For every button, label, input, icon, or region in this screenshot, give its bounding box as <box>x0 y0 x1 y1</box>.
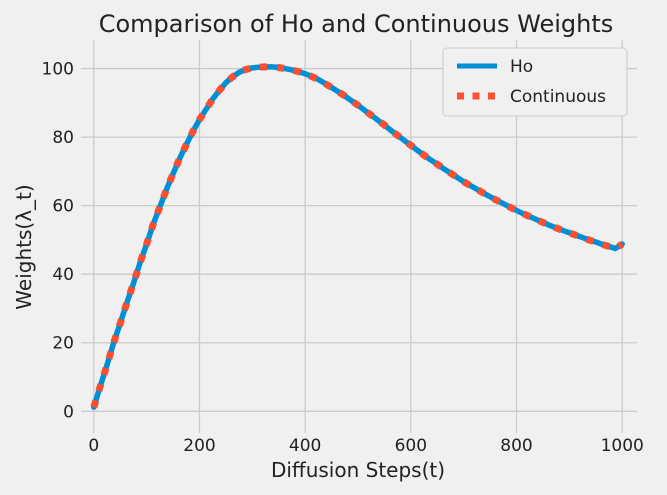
x-tick-label-0: 0 <box>88 436 99 456</box>
x-tick-label-1000: 1000 <box>601 436 644 456</box>
tick-labels: 0 200 400 600 800 1000 0 20 40 60 80 100 <box>42 60 644 456</box>
legend-label-continuous: Continuous <box>510 87 606 107</box>
x-axis-label: Diffusion Steps(t) <box>271 458 445 482</box>
legend: Ho Continuous <box>442 47 628 117</box>
grid <box>81 40 637 433</box>
legend-label-ho: Ho <box>510 57 533 77</box>
y-tick-label-80: 80 <box>52 128 74 148</box>
y-tick-label-0: 0 <box>63 402 74 422</box>
x-tick-label-600: 600 <box>395 436 427 456</box>
y-tick-label-20: 20 <box>52 334 74 354</box>
x-tick-label-400: 400 <box>289 436 321 456</box>
chart-title: Comparison of Ho and Continuous Weights <box>99 10 614 38</box>
y-axis-label: Weights(λ_t) <box>12 184 36 309</box>
y-tick-label-100: 100 <box>42 60 74 80</box>
y-tick-label-40: 40 <box>52 265 74 285</box>
series-lines <box>90 63 625 410</box>
x-tick-label-200: 200 <box>183 436 215 456</box>
y-tick-label-60: 60 <box>52 197 74 217</box>
series-line-continuous <box>90 63 625 409</box>
x-tick-label-800: 800 <box>500 436 532 456</box>
